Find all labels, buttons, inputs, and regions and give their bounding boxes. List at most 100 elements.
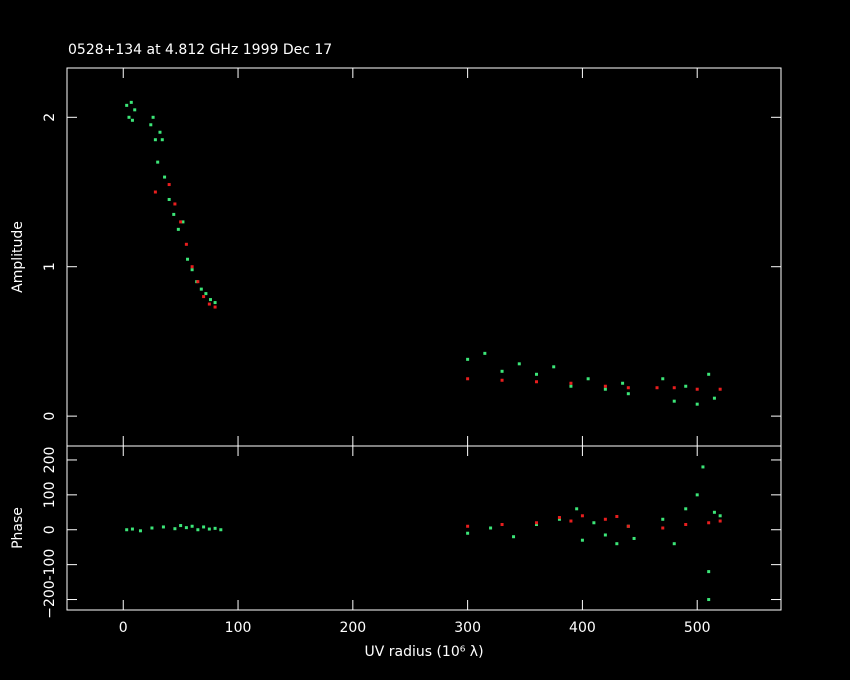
point [153, 138, 157, 142]
point [695, 402, 699, 406]
point [500, 523, 504, 527]
point [557, 516, 561, 520]
point [718, 387, 722, 391]
point [580, 514, 584, 518]
point [199, 287, 203, 291]
y-tick-label: 200 [42, 447, 58, 474]
point [179, 524, 183, 528]
point [163, 175, 167, 179]
x-tick-label: 200 [339, 620, 366, 636]
point [156, 160, 160, 164]
point [557, 517, 561, 521]
x-tick-label: 0 [119, 620, 128, 636]
point [603, 517, 607, 521]
x-tick-label: 400 [569, 620, 596, 636]
point [569, 381, 573, 385]
point [466, 377, 470, 381]
point [586, 377, 590, 381]
point [603, 387, 607, 391]
point [213, 526, 217, 530]
point [127, 115, 131, 119]
point [672, 542, 676, 546]
point [466, 357, 470, 361]
point [190, 265, 194, 269]
top-frame [66, 67, 782, 447]
point [534, 372, 538, 376]
point [133, 108, 137, 112]
point [161, 525, 165, 529]
y-tick-label: 0 [42, 525, 58, 534]
point [575, 507, 579, 511]
point [592, 521, 596, 525]
point [196, 280, 200, 284]
point [684, 384, 688, 388]
point [207, 302, 211, 306]
point [176, 227, 180, 231]
point [213, 301, 217, 305]
point [149, 123, 153, 127]
point [466, 531, 470, 535]
point [500, 369, 504, 373]
point [626, 386, 630, 390]
point [172, 212, 176, 216]
point [603, 533, 607, 537]
point [712, 396, 716, 400]
point [186, 257, 190, 261]
point [534, 521, 538, 525]
point [151, 115, 155, 119]
chart-title: 0528+134 at 4.812 GHz 1999 Dec 17 [68, 42, 332, 58]
x-tick-label: 300 [454, 620, 481, 636]
point [632, 536, 636, 540]
point [160, 138, 164, 142]
point [552, 365, 556, 369]
point [130, 527, 134, 531]
point [701, 465, 705, 469]
point [466, 524, 470, 528]
point [483, 351, 487, 355]
y-tick-label: 1 [42, 262, 58, 271]
point [718, 514, 722, 518]
point [707, 598, 711, 602]
point [661, 377, 665, 381]
point [517, 362, 521, 366]
point [202, 295, 206, 299]
point [190, 268, 194, 272]
point [712, 510, 716, 514]
bottom-frame [66, 445, 782, 611]
point [179, 220, 183, 224]
y-tick-label: 100 [42, 481, 58, 508]
point [196, 528, 200, 532]
point [655, 386, 659, 390]
point [153, 190, 157, 194]
y-tick-label: 2 [42, 113, 58, 122]
point [603, 384, 607, 388]
point [615, 514, 619, 518]
point [184, 526, 188, 530]
point [150, 526, 154, 530]
point [707, 521, 711, 525]
point [534, 523, 538, 527]
x-tick-label: 500 [684, 620, 711, 636]
point [138, 529, 142, 533]
y-tick-label: 0 [42, 412, 58, 421]
point [661, 517, 665, 521]
point [684, 523, 688, 527]
point [181, 220, 185, 224]
point [621, 381, 625, 385]
point [213, 305, 217, 309]
point [489, 526, 493, 530]
point [219, 528, 223, 532]
point [125, 528, 129, 532]
y-axis-label: Amplitude [10, 221, 26, 293]
point [695, 493, 699, 497]
point [661, 526, 665, 530]
point [173, 202, 177, 206]
point [569, 384, 573, 388]
point [202, 525, 206, 529]
point [569, 519, 573, 523]
point [129, 100, 133, 104]
point [167, 183, 171, 187]
point [672, 399, 676, 403]
point [626, 392, 630, 396]
